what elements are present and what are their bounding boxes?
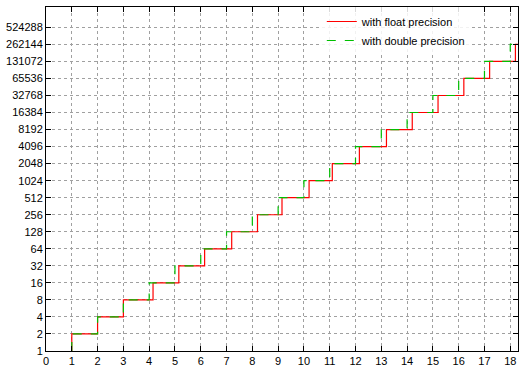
svg-text:9: 9 (275, 355, 281, 367)
svg-text:with float precision: with float precision (361, 16, 453, 28)
svg-text:12: 12 (349, 355, 361, 367)
svg-text:10: 10 (298, 355, 310, 367)
svg-text:4: 4 (37, 311, 43, 323)
svg-text:524288: 524288 (6, 21, 43, 33)
svg-text:11: 11 (324, 355, 335, 367)
svg-text:with double precision: with double precision (361, 35, 465, 47)
svg-text:1: 1 (69, 355, 75, 367)
svg-text:4096: 4096 (18, 140, 42, 152)
svg-text:16: 16 (31, 277, 43, 289)
svg-text:2: 2 (95, 355, 101, 367)
svg-text:32768: 32768 (12, 89, 43, 101)
svg-text:64: 64 (31, 243, 43, 255)
svg-text:32: 32 (31, 260, 43, 272)
svg-text:8: 8 (37, 294, 43, 306)
svg-text:131072: 131072 (6, 55, 43, 67)
svg-text:4: 4 (146, 355, 152, 367)
svg-text:18: 18 (504, 355, 516, 367)
svg-text:8: 8 (249, 355, 255, 367)
svg-text:1: 1 (37, 345, 43, 357)
svg-text:5: 5 (172, 355, 178, 367)
svg-text:1024: 1024 (18, 175, 42, 187)
svg-text:65536: 65536 (12, 72, 43, 84)
svg-text:3: 3 (120, 355, 126, 367)
svg-text:14: 14 (401, 355, 413, 367)
svg-text:7: 7 (223, 355, 229, 367)
svg-text:6: 6 (198, 355, 204, 367)
svg-text:2048: 2048 (18, 157, 42, 169)
svg-text:15: 15 (427, 355, 439, 367)
svg-text:17: 17 (478, 355, 490, 367)
svg-text:0: 0 (43, 355, 49, 367)
svg-text:16: 16 (453, 355, 465, 367)
svg-text:262144: 262144 (6, 38, 43, 50)
svg-text:8192: 8192 (18, 123, 42, 135)
svg-text:128: 128 (24, 226, 42, 238)
svg-text:16384: 16384 (12, 106, 43, 118)
svg-text:256: 256 (24, 209, 42, 221)
svg-text:2: 2 (37, 328, 43, 340)
svg-text:13: 13 (375, 355, 387, 367)
svg-text:512: 512 (24, 192, 42, 204)
